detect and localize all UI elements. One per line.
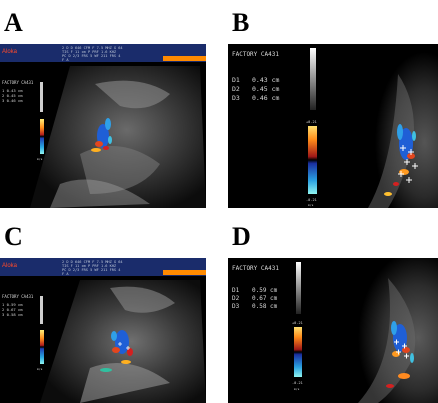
measurement-label-3: D3 bbox=[232, 303, 240, 310]
measurement-2: 2 0.67 cm bbox=[2, 307, 23, 312]
ultrasound-image-d: FACTORY CA431 D1 0.59 cm D2 0.67 cm D3 0… bbox=[228, 258, 438, 403]
measurement-value-3: 0.46 cm bbox=[252, 94, 279, 102]
grayscale-bar bbox=[40, 82, 43, 112]
measurement-value-2: 0.67 cm bbox=[252, 295, 278, 302]
ultrasound-image-a: Aloka 2 D D 646 CFM F 7.5 MHZ G 64 TIS F… bbox=[0, 44, 206, 208]
measurement-value-1: 0.43 cm bbox=[252, 76, 279, 84]
header-row: PC D 2/3 FRS 5 WF 211 FRS 4 bbox=[62, 268, 120, 272]
color-scale-bar bbox=[40, 330, 44, 364]
measurement-value-2: 0.45 cm bbox=[252, 85, 279, 93]
header-row: TIS F 11 cm P PRF 1.6 KHZ bbox=[62, 264, 117, 268]
measurement-label-2: D2 bbox=[232, 85, 240, 93]
brand-label: Aloka bbox=[2, 49, 18, 55]
color-scale-bar bbox=[40, 119, 44, 154]
grayscale-bar bbox=[40, 296, 43, 324]
brand-label: Aloka bbox=[2, 263, 18, 269]
measurement-3: 3 0.46 cm bbox=[2, 98, 23, 103]
header-row: TIS F 11 cm P PRF 1.6 KHZ bbox=[62, 50, 117, 54]
panel-label-a: A bbox=[4, 8, 23, 37]
panel-label-c: C bbox=[4, 222, 23, 251]
measurement-label-1: D1 bbox=[232, 76, 240, 84]
measurement-3: 3 0.58 cm bbox=[2, 312, 23, 317]
velocity-unit: m/s bbox=[37, 367, 43, 371]
scale-top-label: +0.21 bbox=[306, 120, 317, 124]
grayscale-bar bbox=[296, 262, 301, 314]
velocity-unit: m/s bbox=[294, 387, 300, 391]
panel-label-b: B bbox=[232, 8, 250, 37]
measurement-value-1: 0.59 cm bbox=[252, 287, 278, 294]
scale-bottom-label: -0.21 bbox=[306, 198, 317, 202]
measurement-2: 2 0.45 cm bbox=[2, 93, 23, 98]
panel-label-d: D bbox=[232, 222, 251, 251]
measurement-value-3: 0.58 cm bbox=[252, 303, 278, 310]
color-doppler-flow bbox=[91, 118, 112, 152]
measurement-label-1: D1 bbox=[232, 287, 240, 294]
color-scale-bar bbox=[294, 327, 302, 377]
caliper-markers bbox=[118, 342, 130, 350]
factory-label: FACTORY CA431 bbox=[232, 51, 279, 58]
ultrasound-image-b: FACTORY CA431 D1 0.43 cm D2 0.45 cm D3 0… bbox=[228, 44, 438, 208]
caliper-markers bbox=[394, 339, 409, 359]
grayscale-bar bbox=[310, 48, 316, 110]
caliper-markers bbox=[398, 145, 418, 183]
scale-bottom-label: -0.21 bbox=[292, 381, 303, 385]
header-row: 2 D D 646 CFM F 7.5 MHZ G 64 bbox=[62, 46, 123, 50]
header-row: PC D 2/3 FRS 5 WF 211 FRS 4 bbox=[62, 54, 120, 58]
color-scale-bar bbox=[308, 126, 317, 194]
measurement-1: 1 0.43 cm bbox=[2, 88, 23, 93]
velocity-unit: m/s bbox=[308, 203, 314, 207]
measurement-label-3: D3 bbox=[232, 94, 240, 102]
factory-label: FACTORY CA431 bbox=[2, 80, 34, 85]
header-row: F A bbox=[62, 58, 69, 62]
measurement-1: 1 0.59 cm bbox=[2, 302, 23, 307]
header-row: 2 D D 646 CFM F 7.5 MHZ G 64 bbox=[62, 260, 123, 264]
color-doppler-flow bbox=[386, 321, 414, 388]
measurement-label-2: D2 bbox=[232, 295, 240, 302]
ultrasound-image-c: Aloka 2 D D 646 CFM F 7.5 MHZ G 64 TIS F… bbox=[0, 258, 206, 403]
header-row: F A bbox=[62, 272, 69, 276]
scale-top-label: +0.21 bbox=[292, 321, 303, 325]
factory-label: FACTORY CA431 bbox=[232, 265, 279, 272]
velocity-unit: m/s bbox=[37, 157, 43, 161]
color-doppler-flow bbox=[100, 330, 133, 372]
factory-label: FACTORY CA431 bbox=[2, 294, 34, 299]
